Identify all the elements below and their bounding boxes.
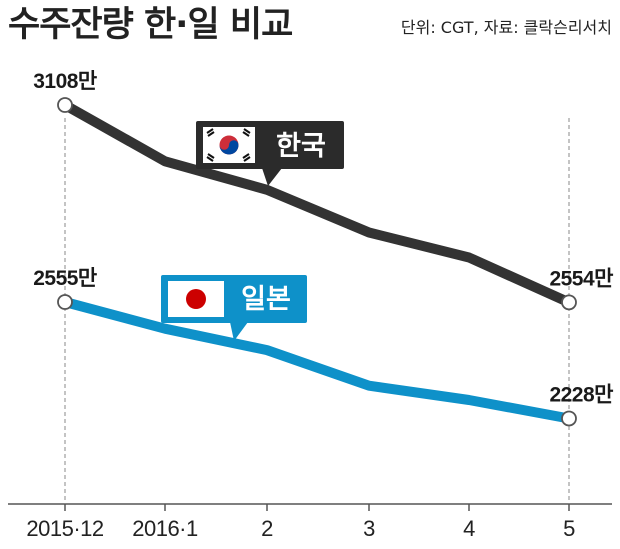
x-tick-label: 2016·1 bbox=[132, 516, 198, 541]
japan-flag-icon bbox=[168, 281, 224, 317]
x-tick-label: 5 bbox=[563, 516, 575, 541]
data-point bbox=[57, 294, 73, 310]
x-tick-label: 2 bbox=[261, 516, 273, 541]
data-label: 2228만 bbox=[549, 383, 613, 406]
data-point bbox=[561, 410, 577, 427]
data-point bbox=[57, 97, 73, 113]
data-label: 2554만 bbox=[549, 267, 613, 290]
series-line-0 bbox=[60, 100, 574, 308]
legend-korea: 한국 bbox=[196, 121, 344, 186]
x-tick-label: 3 bbox=[363, 516, 375, 541]
chart-source: 단위: CGT, 자료: 클락슨리서치 bbox=[401, 18, 612, 37]
legend-japan: 일본 bbox=[161, 275, 307, 341]
legend-japan-label: 일본 bbox=[241, 284, 291, 315]
chart-title: 수주잔량 한·일 비교 bbox=[8, 5, 292, 45]
x-tick-label: 2015·12 bbox=[26, 516, 104, 541]
x-tick-label: 4 bbox=[463, 516, 475, 541]
data-point bbox=[561, 294, 577, 311]
legend-korea-label: 한국 bbox=[276, 131, 326, 162]
data-label: 2555만 bbox=[33, 267, 97, 290]
data-label: 3108만 bbox=[33, 70, 97, 93]
series-line-1 bbox=[60, 297, 574, 424]
korea-flag-icon bbox=[203, 127, 255, 163]
